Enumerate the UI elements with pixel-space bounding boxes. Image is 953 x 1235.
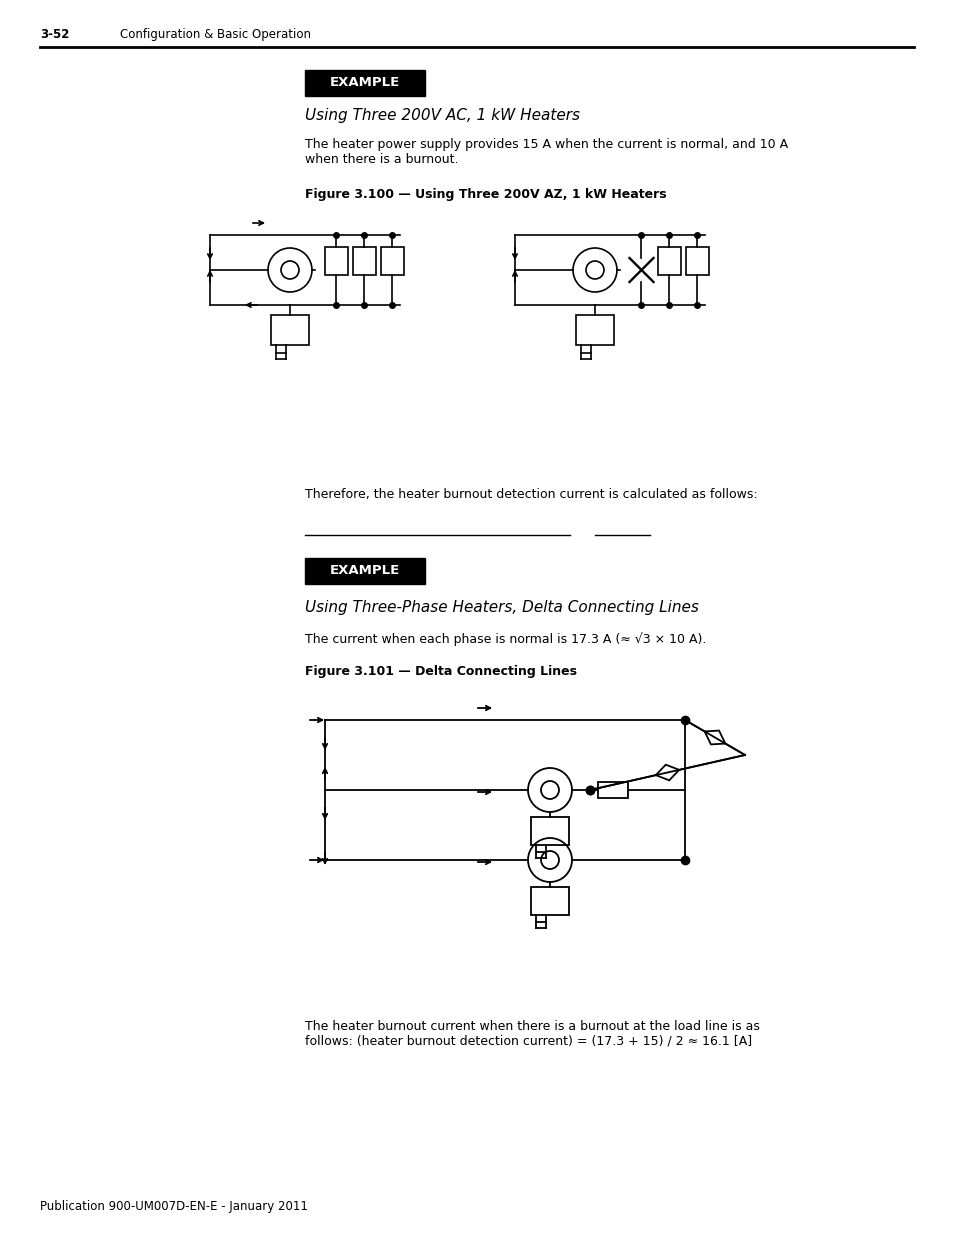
Text: The heater burnout current when there is a burnout at the load line is as
follow: The heater burnout current when there is… <box>305 1020 760 1049</box>
Text: Using Three-Phase Heaters, Delta Connecting Lines: Using Three-Phase Heaters, Delta Connect… <box>305 600 699 615</box>
Bar <box>325 247 348 275</box>
Bar <box>598 782 627 798</box>
Bar <box>685 247 708 275</box>
Text: Publication 900-UM007D-EN-E - January 2011: Publication 900-UM007D-EN-E - January 20… <box>40 1200 308 1213</box>
Bar <box>353 247 375 275</box>
Text: Using Three 200V AC, 1 kW Heaters: Using Three 200V AC, 1 kW Heaters <box>305 107 579 124</box>
Text: Figure 3.100 — Using Three 200V AZ, 1 kW Heaters: Figure 3.100 — Using Three 200V AZ, 1 kW… <box>305 188 666 201</box>
Text: Configuration & Basic Operation: Configuration & Basic Operation <box>120 28 311 41</box>
Bar <box>380 247 403 275</box>
Bar <box>531 818 568 845</box>
Text: EXAMPLE: EXAMPLE <box>330 77 399 89</box>
Bar <box>658 247 680 275</box>
Bar <box>305 70 424 96</box>
Text: Therefore, the heater burnout detection current is calculated as follows:: Therefore, the heater burnout detection … <box>305 488 757 501</box>
Text: Figure 3.101 — Delta Connecting Lines: Figure 3.101 — Delta Connecting Lines <box>305 664 577 678</box>
Text: EXAMPLE: EXAMPLE <box>330 564 399 578</box>
Text: The current when each phase is normal is 17.3 A (≈ √3 × 10 A).: The current when each phase is normal is… <box>305 632 705 646</box>
Bar <box>305 558 424 584</box>
Text: The heater power supply provides 15 A when the current is normal, and 10 A
when : The heater power supply provides 15 A wh… <box>305 138 787 165</box>
Bar <box>576 315 614 345</box>
Bar <box>531 887 568 915</box>
Bar <box>271 315 309 345</box>
Text: 3-52: 3-52 <box>40 28 70 41</box>
